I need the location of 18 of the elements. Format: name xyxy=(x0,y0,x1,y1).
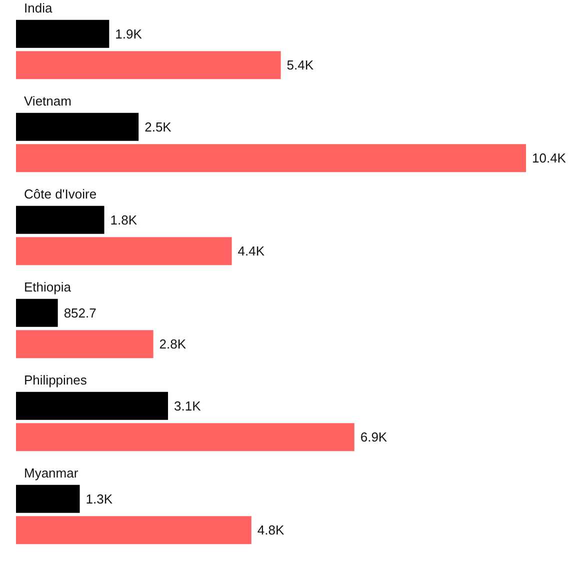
y-tick-label: India xyxy=(24,0,53,16)
data-label: 5.4K xyxy=(286,58,314,73)
data-label: 1.9K xyxy=(115,26,142,42)
y-tick-label: Philippines xyxy=(24,372,88,388)
data-label: 6.9K xyxy=(360,430,388,445)
y-tick-label: Côte d'Ivoire xyxy=(24,186,97,202)
data-label: 3.1K xyxy=(174,398,202,414)
y-tick-label: Vietnam xyxy=(24,94,72,108)
data-label: 1.3K xyxy=(86,491,113,506)
data-label: 852.7 xyxy=(64,305,96,320)
y-tick-label: Myanmar xyxy=(24,466,79,480)
data-label: 4.4K xyxy=(238,244,265,259)
data-label: 2.8K xyxy=(159,336,186,352)
y-tick-label: Ethiopia xyxy=(24,280,72,294)
data-label: 2.5K xyxy=(144,119,172,134)
data-label: 10.4K xyxy=(532,150,566,166)
data-label: 1.8K xyxy=(110,212,138,228)
data-label: 4.8K xyxy=(257,522,284,538)
